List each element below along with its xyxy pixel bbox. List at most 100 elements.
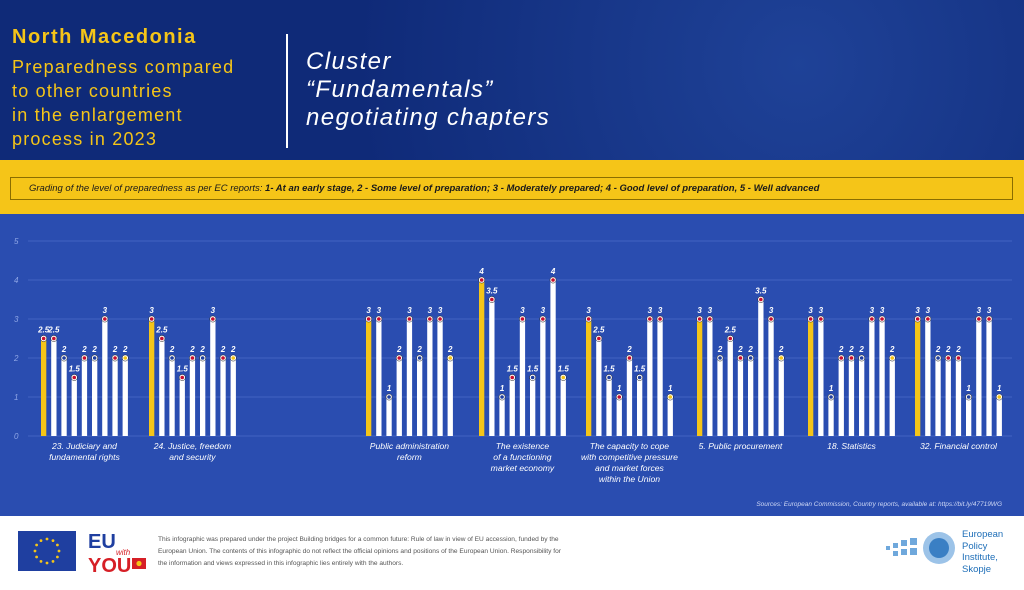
bar [748, 358, 754, 436]
data-label: 1 [966, 384, 971, 393]
flag-dot-inner [52, 336, 56, 341]
flag-dot-inner [946, 356, 951, 360]
flag-dot-inner [977, 317, 981, 321]
bar [717, 358, 723, 436]
eu-with-you-logo: EU with YOU [88, 531, 146, 574]
country-title: North Macedonia [12, 26, 197, 48]
bar [859, 358, 865, 436]
bar [596, 338, 602, 436]
bar [406, 319, 413, 436]
flag-dot-inner [859, 356, 864, 360]
bar [606, 377, 612, 436]
flag-dot-inner [170, 356, 174, 360]
data-label: 2 [717, 345, 723, 354]
bar [376, 319, 382, 436]
flag-dot-inner [819, 317, 823, 321]
category-label: within the Union [599, 474, 660, 484]
data-label: 3 [103, 306, 108, 315]
bar [697, 319, 703, 436]
bar [955, 358, 962, 436]
flag-dot-inner [366, 317, 371, 321]
flag-dot-inner [180, 375, 185, 380]
flag-dot-inner [479, 278, 484, 282]
data-label: 2 [416, 345, 422, 354]
bar [499, 397, 505, 436]
flag-dot-inner [113, 356, 117, 360]
bar [386, 397, 392, 436]
data-label: 3 [586, 306, 591, 315]
data-label: 1.5 [634, 365, 646, 374]
svg-text:with: with [116, 548, 131, 557]
epi-logo-icon [886, 532, 955, 564]
svg-text:EU: EU [88, 531, 116, 553]
flag-dot-inner [849, 356, 854, 360]
flag-dot-inner [668, 395, 673, 399]
data-label: 1 [387, 384, 392, 393]
flag-dot-inner [658, 317, 662, 321]
category-label: 24. Justice, freedom [153, 441, 231, 451]
bar [818, 319, 824, 436]
header-divider [286, 34, 288, 148]
flag-dot-inner [377, 317, 381, 321]
bar [210, 319, 216, 436]
legend-intro: Grading of the level of preparedness as … [29, 183, 263, 194]
source-note: Sources: European Commission, Country re… [756, 501, 1002, 508]
bar [966, 397, 972, 436]
data-label: 3 [926, 306, 931, 315]
data-label: 2 [955, 345, 961, 354]
bar [657, 319, 663, 436]
y-tick-label: 4 [14, 276, 19, 285]
epi-line: Institute, [962, 552, 998, 563]
bar [447, 358, 453, 436]
legend-grade-5: 5 - Well advanced [739, 183, 820, 194]
data-label: 2 [396, 345, 402, 354]
flag-dot-inner [748, 356, 753, 360]
bar [986, 319, 992, 436]
cluster-line: “Fundamentals” [306, 76, 494, 103]
bar [667, 397, 673, 436]
flag-dot-inner [708, 317, 712, 321]
bar [758, 299, 764, 436]
flag-dot-inner [597, 336, 601, 341]
flag-dot-inner [936, 356, 940, 360]
data-label: 1.5 [558, 365, 570, 374]
data-label: 2 [81, 345, 87, 354]
data-label: 3 [658, 306, 663, 315]
legend-grade-1: 1- At an early stage, [265, 183, 355, 194]
bar [768, 319, 774, 436]
footer-disclaimer: This infographic was prepared under the … [158, 536, 561, 567]
bar [366, 319, 372, 436]
data-label: 2 [230, 345, 236, 354]
bar [417, 358, 423, 436]
subtitle-line: in the enlargement [12, 105, 183, 125]
bar [616, 397, 622, 436]
data-label: 4 [550, 267, 556, 276]
category-label: fundamental rights [49, 452, 120, 462]
bar [220, 358, 226, 436]
flag-dot-inner [779, 356, 784, 360]
bar [889, 358, 895, 436]
category-label: reform [397, 452, 422, 462]
flag-dot-inner [718, 356, 722, 360]
data-label: 4 [478, 267, 484, 276]
bar [737, 358, 744, 436]
eu-flag-icon [18, 531, 76, 571]
flag-dot-inner [617, 395, 622, 399]
flag-dot-inner [510, 375, 515, 380]
data-label: 1 [500, 384, 505, 393]
data-label: 3 [977, 306, 982, 315]
data-label: 3 [708, 306, 713, 315]
data-label: 3 [149, 306, 154, 315]
category-label: Public administration [370, 441, 450, 451]
bar [189, 358, 196, 436]
flag-dot-inner [926, 317, 930, 321]
data-label: 3 [211, 306, 216, 315]
category-label: 5. Public procurement [699, 441, 783, 451]
bar [915, 319, 921, 436]
flag-dot-inner [627, 356, 632, 360]
bar [996, 397, 1002, 436]
flag-dot-inner [417, 356, 422, 360]
data-label: 2.5 [47, 326, 60, 335]
